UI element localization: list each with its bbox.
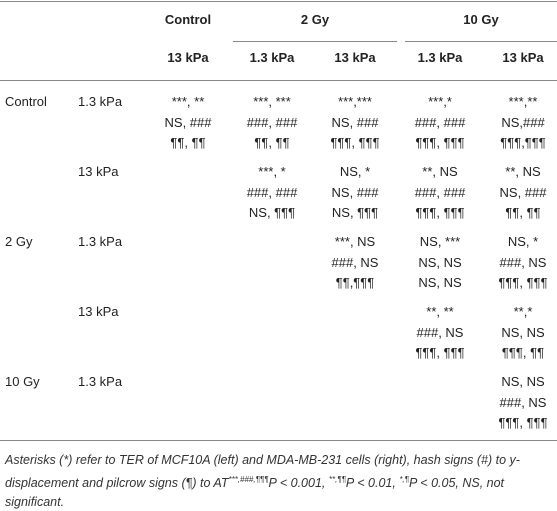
cell-line: ¶¶, ¶¶ [254,135,290,150]
cell-line: ¶¶¶, ¶¶¶ [415,345,465,360]
footnote: Asterisks (*) refer to TER of MCF10A (le… [5,451,553,511]
cell-line: ###, NS [331,254,379,270]
cell-line: NS, NS [501,374,545,389]
cell-line: ***,*** [338,94,372,109]
cell-line: ###, ### [246,184,298,200]
column-header: 13 kPa [167,50,209,65]
cell-line: NS, *** [419,234,461,249]
cell-line: NS, ### [164,114,212,130]
cell-line: ¶¶, ¶¶ [170,135,206,150]
cell-line: **, NS [505,164,541,179]
column-header: 13 kPa [502,50,544,65]
cell-line: ###, ### [246,114,298,130]
row-group: 2 Gy [5,234,33,249]
cell-line: NS, ¶¶¶ [248,205,296,220]
cell-line: NS, NS [501,324,545,340]
footnote-sup: ***,###,¶¶¶ [228,475,269,484]
bottom-rule [0,440,557,441]
cell-line: ***, *** [253,94,291,109]
cell-line: ***, ** [171,94,205,109]
header-rule [0,80,557,81]
cell-line: NS, * [507,234,539,249]
group-header: 10 Gy [463,12,499,27]
group-header: 2 Gy [300,12,330,27]
footnote-text: P < 0.001, [268,476,329,491]
cell-line: NS, ### [331,114,379,130]
cell-line: ¶¶¶, ¶¶ [501,345,545,360]
cell-line: ¶¶¶, ¶¶¶ [415,205,465,220]
cell-line: **, NS [422,164,458,179]
row-stiffness: 1.3 kPa [78,94,123,109]
cell-line: NS, * [339,164,371,179]
cell-line: ¶¶¶, ¶¶¶ [415,135,465,150]
cell-line: NS,### [501,114,545,130]
cell-line: **, ** [426,304,454,319]
row-stiffness: 13 kPa [78,304,119,319]
column-header: 13 kPa [334,50,376,65]
cell-line: ¶¶, ¶¶ [505,205,541,220]
cell-line: ***, * [258,164,286,179]
footnote-sup: *,¶ [399,475,409,484]
row-stiffness: 1.3 kPa [78,234,123,249]
group-header: Control [164,12,212,27]
cell-line: ¶¶¶,¶¶¶ [500,135,546,150]
cell-line: NS, NS [418,275,462,290]
cell-line: ###, ### [414,184,466,200]
cell-line: ¶¶,¶¶¶ [335,275,375,290]
column-header: 1.3 kPa [417,50,463,65]
cell-line: ###, NS [499,254,547,270]
cell-line: ***,** [508,94,538,109]
row-stiffness: 1.3 kPa [78,374,123,389]
cell-line: NS, ### [331,184,379,200]
cell-line: ¶¶¶, ¶¶¶ [498,415,548,430]
cell-line: ¶¶¶, ¶¶¶ [330,135,380,150]
top-rule [0,1,557,2]
cell-line: NS, NS [418,254,462,270]
group-rule [405,41,557,42]
cell-line: ###, ### [414,114,466,130]
cell-line: ###, NS [416,324,464,340]
footnote-text: P < 0.01, [345,476,400,491]
row-stiffness: 13 kPa [78,164,119,179]
group-rule [233,41,397,42]
cell-line: ***,* [428,94,452,109]
footnote-text: Asterisks (*) refer to TER of MCF10A (le… [5,453,520,491]
cell-line: ###, NS [499,394,547,410]
cell-line: ¶¶¶, ¶¶¶ [498,275,548,290]
cell-line: ***, NS [334,234,376,249]
row-group: Control [5,94,47,109]
footnote-sup: **,¶¶ [328,475,346,484]
cell-line: **,* [513,304,533,319]
cell-line: NS, ¶¶¶ [331,205,379,220]
cell-line: NS, ### [499,184,547,200]
column-header: 1.3 kPa [249,50,295,65]
footnote-text: P < 0.05, NS, not significant. [5,476,505,510]
row-group: 10 Gy [5,374,40,389]
